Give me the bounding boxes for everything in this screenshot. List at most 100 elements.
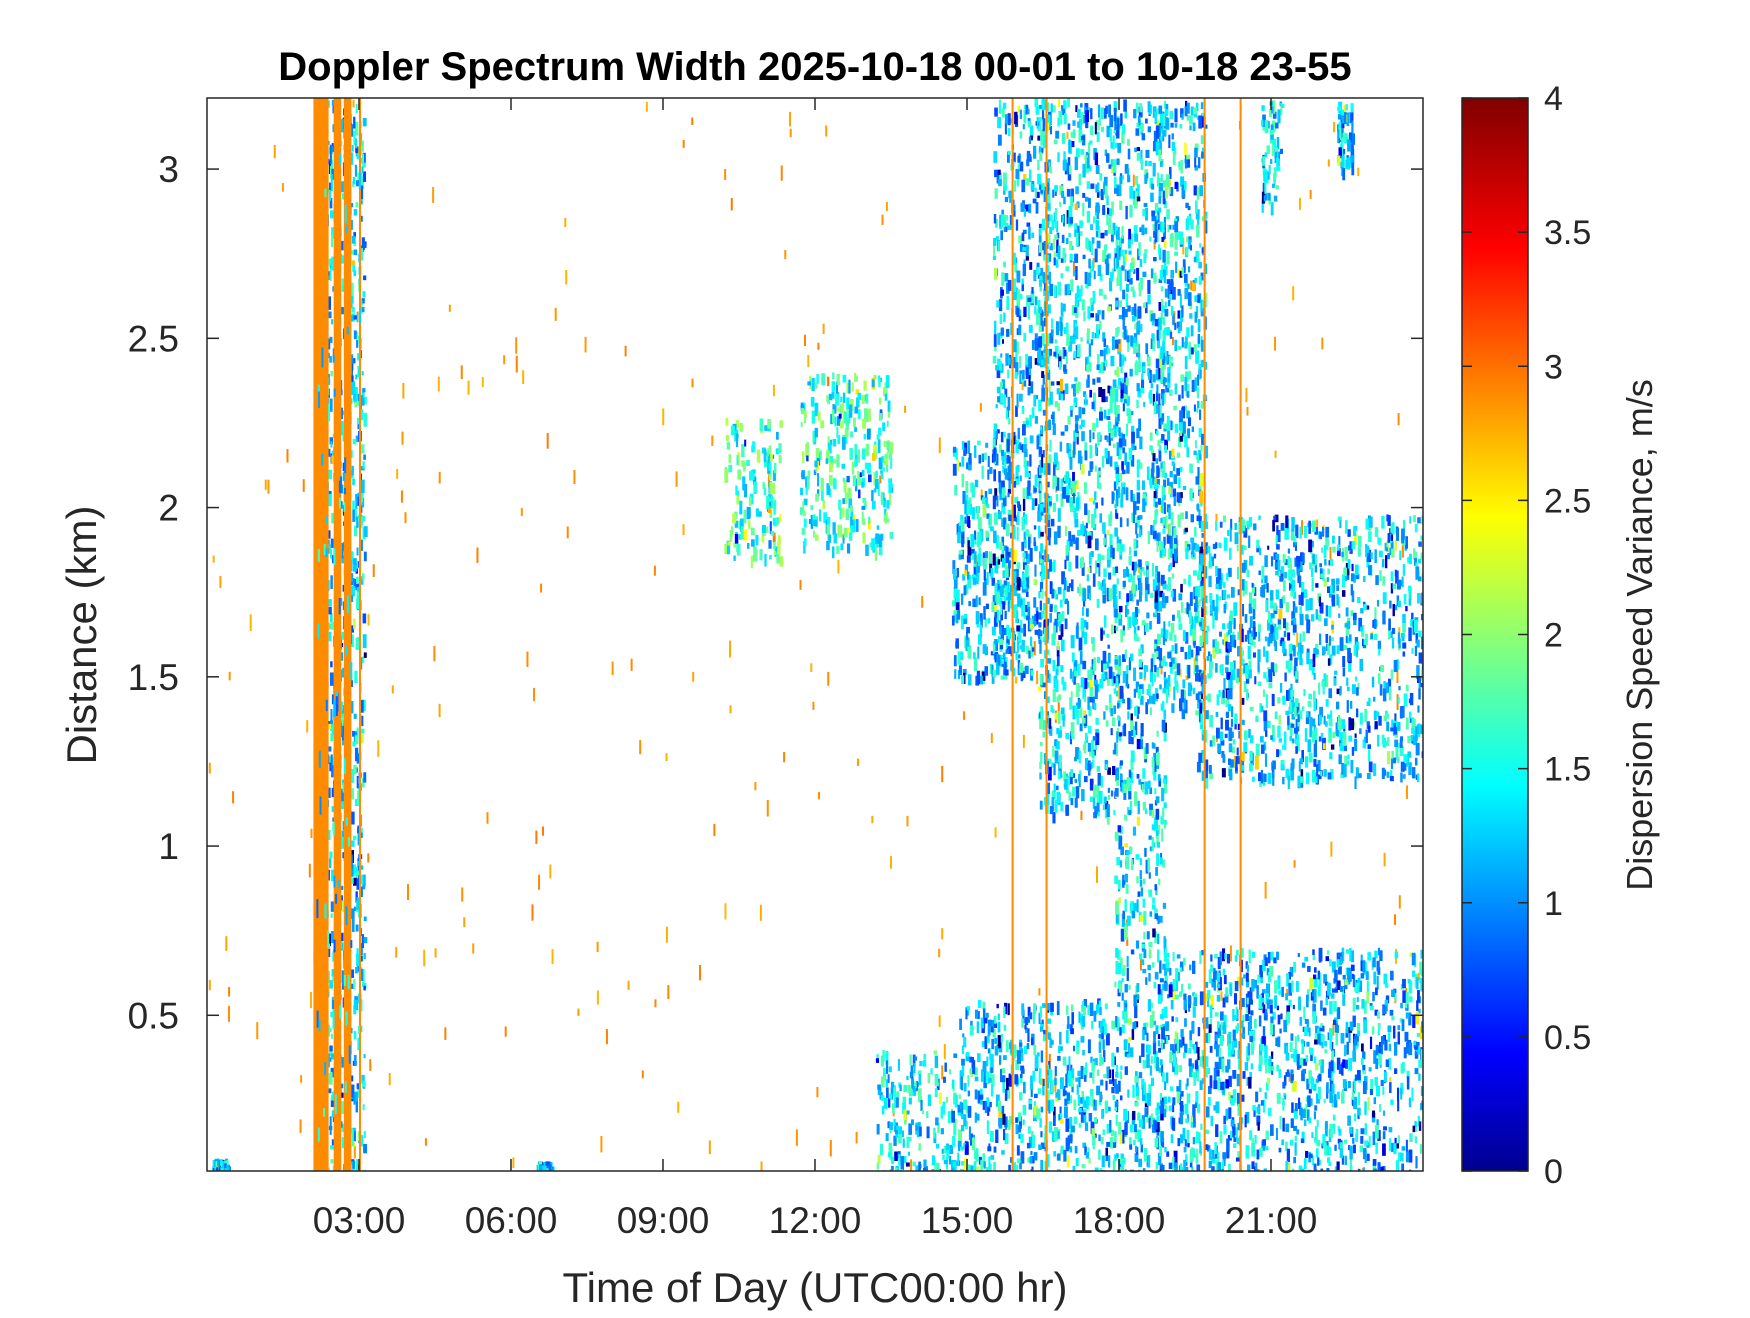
echo-cell <box>1031 407 1035 419</box>
echo-cell <box>1159 1024 1163 1030</box>
echo-cell <box>825 450 830 464</box>
echo-cell <box>756 449 761 462</box>
echo-cell <box>1153 772 1157 781</box>
echo-cell <box>1066 485 1070 496</box>
echo-cell <box>889 531 894 539</box>
echo-cell <box>1195 250 1200 263</box>
echo-cell <box>1047 369 1051 380</box>
echo-cell <box>1149 669 1154 683</box>
echo-cell <box>1084 677 1088 689</box>
echo-cell <box>1078 129 1083 143</box>
echo-cell <box>1058 350 1062 357</box>
echo-cell <box>1027 480 1031 490</box>
echo-cell <box>1125 293 1129 307</box>
echo-cell <box>1106 559 1111 568</box>
echo-cell <box>1057 640 1060 651</box>
echo-cell <box>1047 178 1050 188</box>
echo-cell <box>1081 299 1085 311</box>
echo-cell <box>993 429 997 439</box>
echo-cell <box>1121 1024 1125 1034</box>
echo-cell <box>877 439 881 453</box>
echo-cell <box>1152 612 1157 617</box>
echo-cell <box>1101 673 1106 680</box>
echo-cell <box>1040 267 1043 280</box>
echo-cell <box>362 461 365 469</box>
noise-speck <box>818 792 821 800</box>
echo-cell <box>363 454 366 460</box>
noise-speck <box>432 187 435 203</box>
echo-cell <box>1116 442 1120 457</box>
echo-cell <box>1071 534 1076 542</box>
echo-cell <box>1074 512 1078 525</box>
echo-cell <box>1084 450 1088 461</box>
echo-cell <box>1142 1029 1145 1041</box>
echo-cell <box>361 298 365 304</box>
echo-cell <box>1142 494 1146 499</box>
echo-cell <box>1110 234 1114 242</box>
noise-speck <box>1021 376 1024 391</box>
echo-cell <box>1043 190 1047 202</box>
echo-cell <box>848 404 853 418</box>
echo-cell <box>1174 383 1178 395</box>
echo-cell <box>999 314 1003 324</box>
echo-cell <box>761 534 765 543</box>
echo-cell <box>362 874 366 887</box>
echo-cell <box>1124 984 1128 993</box>
echo-cell <box>1125 673 1129 687</box>
noise-speck <box>549 864 552 879</box>
echo-cell <box>1153 130 1158 145</box>
echo-cell <box>1026 159 1030 167</box>
echo-cell <box>1148 1084 1152 1097</box>
echo-cell <box>1050 243 1053 250</box>
echo-cell <box>1124 254 1128 262</box>
echo-cell <box>1113 809 1116 816</box>
echo-cell <box>996 365 1001 379</box>
echo-cell <box>1054 234 1058 240</box>
echo-cell <box>1145 702 1148 715</box>
echo-cell <box>1065 238 1069 245</box>
echo-cell <box>1039 772 1042 780</box>
echo-cell <box>1056 232 1060 239</box>
echo-cell <box>1108 217 1112 229</box>
echo-cell <box>1004 472 1008 480</box>
echo-cell <box>327 746 332 752</box>
echo-cell <box>329 336 333 343</box>
echo-cell <box>1136 539 1139 548</box>
echo-cell <box>1045 507 1050 520</box>
echo-cell <box>1081 789 1085 802</box>
echo-cell <box>1116 426 1119 433</box>
echo-cell <box>827 436 830 447</box>
echo-cell <box>846 543 851 554</box>
echo-cell <box>351 145 354 152</box>
noise-speck <box>538 874 541 890</box>
echo-cell <box>1064 493 1067 499</box>
echo-cell <box>1089 445 1093 459</box>
echo-cell <box>1075 148 1080 158</box>
echo-cell <box>350 219 353 230</box>
echo-cell <box>341 555 344 564</box>
echo-cell <box>1054 679 1059 693</box>
echo-cell <box>1059 185 1064 195</box>
echo-cell <box>984 551 988 559</box>
echo-cell <box>1027 601 1030 609</box>
echo-cell <box>1057 152 1060 163</box>
echo-cell <box>1164 184 1168 199</box>
echo-cell <box>362 117 367 127</box>
echo-cell <box>952 600 956 607</box>
echo-cell <box>1038 347 1042 362</box>
noise-speck <box>554 307 557 321</box>
echo-cell <box>866 428 871 440</box>
echo-cell <box>330 159 333 172</box>
echo-cell <box>801 528 806 535</box>
echo-cell <box>1122 403 1125 412</box>
echo-cell <box>1143 1022 1147 1028</box>
echo-cell <box>1115 225 1118 231</box>
echo-cell <box>1083 696 1087 703</box>
echo-cell <box>1107 253 1111 259</box>
echo-cell <box>350 1084 355 1098</box>
echo-cell <box>812 514 816 525</box>
echo-cell <box>1023 173 1027 181</box>
echo-cell <box>1001 487 1006 498</box>
echo-cell <box>1197 294 1201 303</box>
echo-cell <box>1015 219 1019 231</box>
